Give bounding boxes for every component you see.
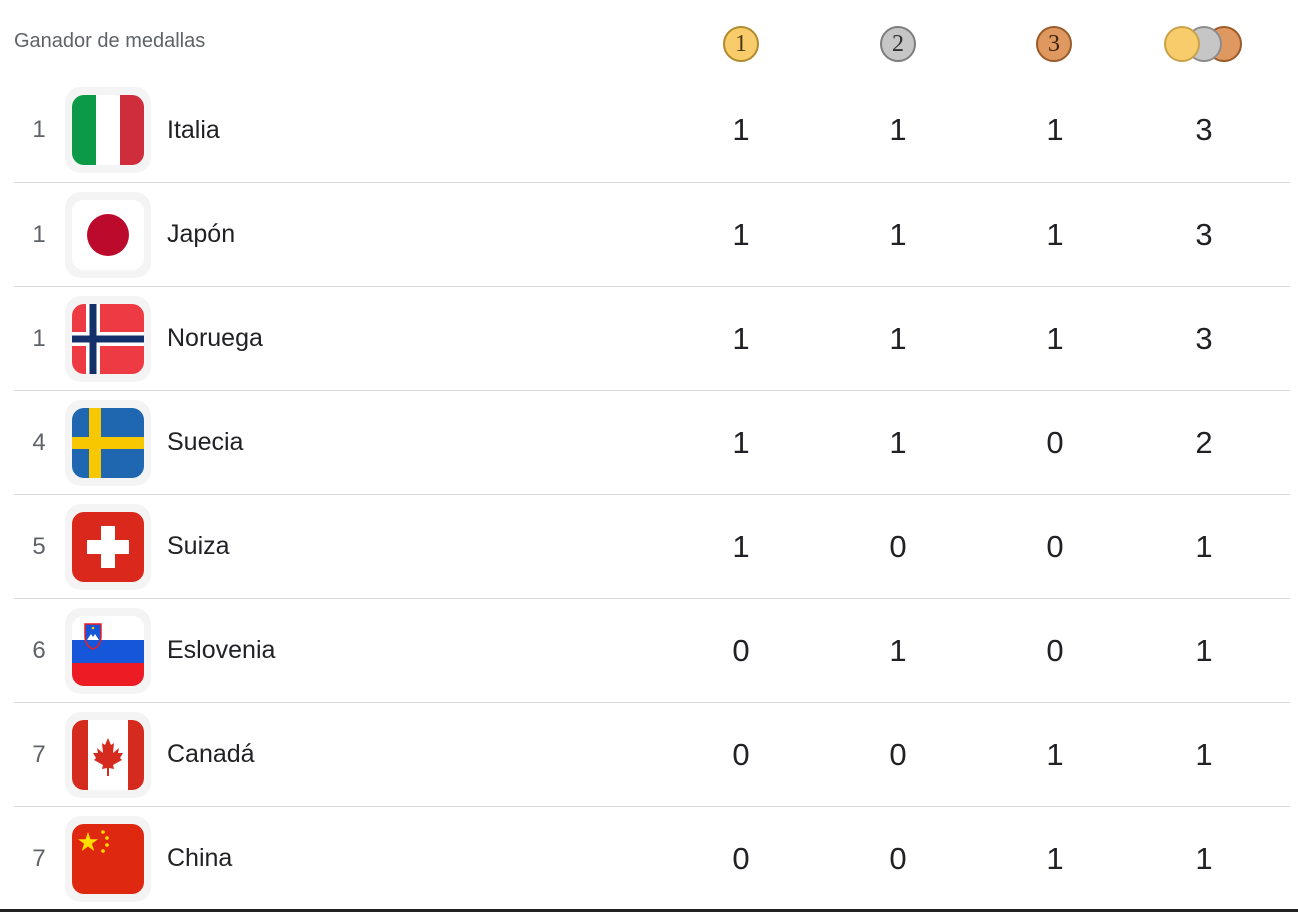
silver-count: 1 [889, 216, 907, 252]
silver-count: 0 [889, 528, 907, 564]
country-name[interactable]: Suiza [167, 532, 230, 560]
silver-count: 1 [889, 632, 907, 668]
table-row[interactable]: 4 Suecia 1 1 0 2 [14, 390, 1290, 494]
country-name[interactable]: Japón [167, 220, 236, 248]
rank: 4 [32, 428, 46, 456]
rank: 1 [32, 324, 46, 352]
table-row[interactable]: 5 Suiza 1 0 0 1 [14, 494, 1290, 598]
slovenia-flag-icon [65, 607, 151, 694]
table-row[interactable]: 1 Japón 1 1 1 3 [14, 182, 1290, 286]
gold-count: 0 [732, 736, 750, 772]
bronze-count: 1 [1046, 320, 1064, 356]
table-row[interactable]: 6 Eslovenia 0 1 0 1 [14, 598, 1290, 702]
country-name[interactable]: China [167, 844, 233, 872]
rank: 7 [32, 844, 46, 872]
total-count: 1 [1195, 528, 1213, 564]
rank: 6 [32, 636, 46, 664]
bronze-count: 0 [1046, 424, 1064, 460]
silver-count: 0 [889, 840, 907, 876]
gold-count: 1 [732, 528, 750, 564]
rank: 1 [32, 116, 46, 143]
bronze-count: 1 [1046, 112, 1064, 147]
table-row[interactable]: 7 Canadá 0 0 1 1 [14, 702, 1290, 806]
total-count: 3 [1195, 216, 1213, 252]
gold-count: 1 [732, 216, 750, 252]
gold-count: 0 [732, 840, 750, 876]
rank: 5 [32, 532, 46, 560]
switzerland-flag-icon [65, 503, 151, 590]
bronze-count: 0 [1046, 632, 1064, 668]
total-count: 1 [1195, 632, 1213, 668]
norway-flag-icon [65, 295, 151, 382]
table-row[interactable]: 1 Noruega 1 1 1 3 [14, 286, 1290, 390]
country-name[interactable]: Italia [167, 115, 220, 144]
medal-table-header: Ganador de medallas 1 2 3 [0, 0, 1298, 82]
japan-flag-icon [65, 191, 151, 278]
bronze-count: 1 [1046, 736, 1064, 772]
bottom-border [0, 909, 1298, 912]
silver-count: 1 [889, 320, 907, 356]
country-name[interactable]: Canadá [167, 740, 255, 768]
bronze-count: 1 [1046, 216, 1064, 252]
total-count: 2 [1195, 424, 1213, 460]
bronze-count: 1 [1046, 840, 1064, 876]
table-row[interactable]: 7 China 0 0 1 1 [14, 806, 1290, 910]
italy-flag-icon [65, 87, 151, 173]
sweden-flag-icon [65, 399, 151, 486]
gold-count: 1 [732, 112, 750, 147]
table-row[interactable]: 1 Italia 1 1 1 3 [14, 78, 1290, 182]
silver-count: 1 [889, 112, 907, 147]
total-count: 3 [1195, 320, 1213, 356]
total-count: 1 [1195, 736, 1213, 772]
gold-count: 0 [732, 632, 750, 668]
gold-count: 1 [732, 320, 750, 356]
total-medals-icon[interactable] [1164, 24, 1244, 64]
bronze-count: 0 [1046, 528, 1064, 564]
rank: 7 [32, 740, 46, 768]
table-title: Ganador de medallas [14, 30, 206, 52]
silver-count: 1 [889, 424, 907, 460]
country-name[interactable]: Suecia [167, 428, 244, 456]
canada-flag-icon [65, 711, 151, 798]
china-flag-icon [65, 815, 151, 902]
gold-count: 1 [732, 424, 750, 460]
total-count: 3 [1195, 112, 1213, 147]
country-name[interactable]: Noruega [167, 324, 263, 352]
bronze-medal-icon[interactable]: 3 [1036, 26, 1072, 62]
total-count: 1 [1195, 840, 1213, 876]
silver-count: 0 [889, 736, 907, 772]
gold-medal-icon[interactable]: 1 [723, 26, 759, 62]
country-name[interactable]: Eslovenia [167, 636, 276, 664]
silver-medal-icon[interactable]: 2 [880, 26, 916, 62]
rank: 1 [32, 220, 46, 248]
